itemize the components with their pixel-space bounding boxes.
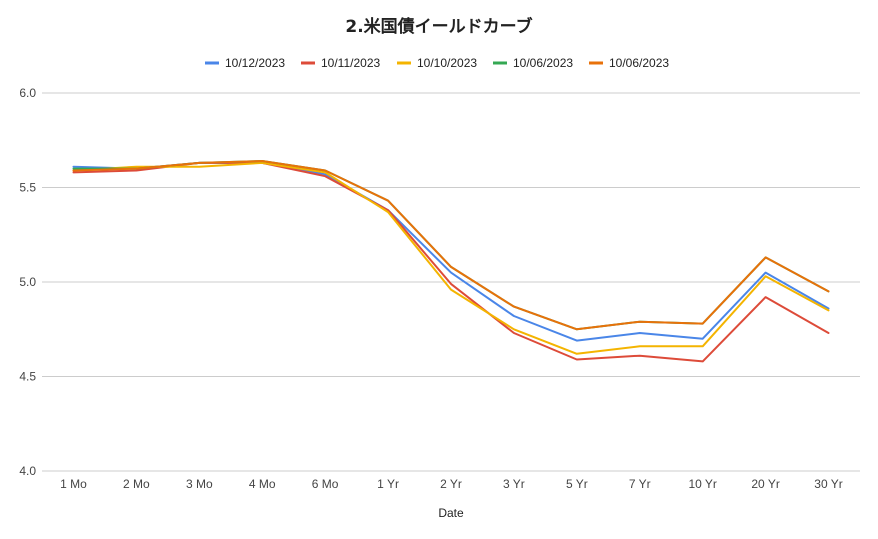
y-gridlines xyxy=(42,92,860,472)
series-line-3 xyxy=(72,161,830,355)
x-tick-label: 3 Mo xyxy=(186,477,213,491)
series-lines xyxy=(72,160,830,363)
x-tick-label: 1 Yr xyxy=(377,477,399,491)
x-tick-label: 4 Mo xyxy=(249,477,276,491)
series-line-4 xyxy=(72,160,830,331)
x-tick-label: 10 Yr xyxy=(688,477,716,491)
x-tick-label: 7 Yr xyxy=(629,477,651,491)
y-axis-ticks: 4.0 4.5 5.0 5.5 6.0 xyxy=(19,86,36,478)
y-tick-label: 4.0 xyxy=(19,464,36,478)
x-axis-ticks: 1 Mo 2 Mo 3 Mo 4 Mo 6 Mo 1 Yr 2 Yr 3 Yr 5 Yr 7 Yr… xyxy=(60,477,843,491)
x-tick-label: 2 Yr xyxy=(440,477,462,491)
legend-entry: 10/06/2023 xyxy=(609,56,669,70)
y-tick-label: 5.5 xyxy=(19,181,36,195)
y-tick-label: 4.5 xyxy=(19,370,36,384)
series-line-5 xyxy=(72,160,830,331)
chart-title: 2.米国債イールドカーブ xyxy=(345,16,532,37)
x-tick-label: 5 Yr xyxy=(566,477,588,491)
x-tick-label: 6 Mo xyxy=(312,477,339,491)
legend: 10/12/2023 10/11/2023 10/10/2023 10/06/2023… xyxy=(205,56,669,70)
x-tick-label: 30 Yr xyxy=(814,477,842,491)
x-tick-label: 20 Yr xyxy=(751,477,779,491)
x-tick-label: 2 Mo xyxy=(123,477,150,491)
legend-entry: 10/11/2023 xyxy=(321,56,380,70)
y-tick-label: 6.0 xyxy=(19,86,36,100)
x-tick-label: 3 Yr xyxy=(503,477,525,491)
y-tick-label: 5.0 xyxy=(19,275,36,289)
legend-entry: 10/06/2023 xyxy=(513,56,573,70)
legend-entry: 10/10/2023 xyxy=(417,56,477,70)
legend-entry: 10/12/2023 xyxy=(225,56,285,70)
series-line-1 xyxy=(72,161,830,342)
x-tick-label: 1 Mo xyxy=(60,477,87,491)
x-axis-label: Date xyxy=(438,506,464,520)
